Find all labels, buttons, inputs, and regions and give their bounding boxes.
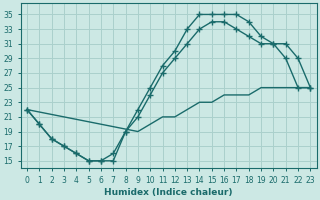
X-axis label: Humidex (Indice chaleur): Humidex (Indice chaleur): [104, 188, 233, 197]
